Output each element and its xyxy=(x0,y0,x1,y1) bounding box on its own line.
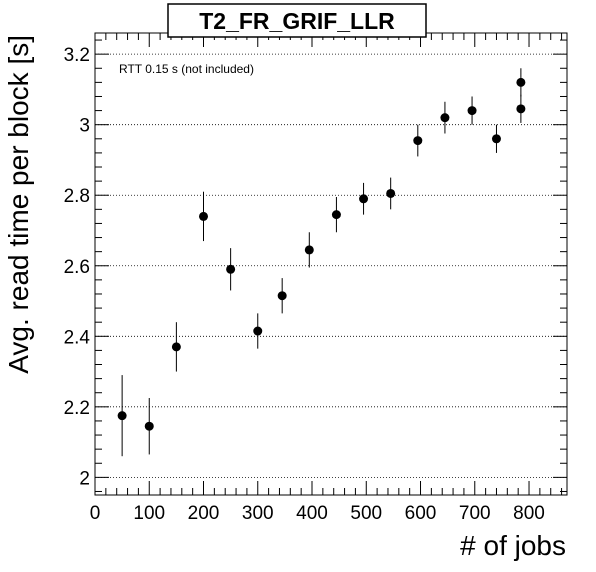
data-point xyxy=(467,106,477,116)
data-point xyxy=(226,264,236,274)
x-tick-label: 800 xyxy=(513,503,545,524)
y-tick-label: 3.2 xyxy=(64,45,90,66)
x-tick-label: 400 xyxy=(296,503,328,524)
data-point xyxy=(253,326,263,336)
data-point xyxy=(304,245,314,255)
x-tick-label: 600 xyxy=(405,503,437,524)
x-tick-label: 500 xyxy=(350,503,382,524)
y-tick-label: 3 xyxy=(79,116,90,137)
chart-title: T2_FR_GRIF_LLR xyxy=(199,8,395,34)
data-point xyxy=(331,210,341,220)
axis-ticks: 2 2.2 2.4 2.6 2.8 3 3.2 0 100 200 300 400 500 600 700 8… xyxy=(64,33,567,524)
y-tick-label: 2 xyxy=(79,468,90,489)
data-point xyxy=(117,411,127,421)
data-points xyxy=(117,68,526,457)
plot-frame xyxy=(94,32,568,496)
y-tick-label: 2.6 xyxy=(64,257,90,278)
grid-lines xyxy=(95,53,567,478)
x-tick-label: 0 xyxy=(90,503,101,524)
data-point xyxy=(277,291,287,301)
y-axis-label: Avg. read time per block [s] xyxy=(3,35,34,374)
data-point xyxy=(144,421,154,431)
x-tick-label: 300 xyxy=(242,503,274,524)
x-tick-label: 700 xyxy=(459,503,491,524)
data-point xyxy=(171,342,181,352)
data-point xyxy=(491,134,501,144)
x-tick-label: 100 xyxy=(133,503,165,524)
data-point xyxy=(516,104,526,114)
x-axis-label: # of jobs xyxy=(460,530,566,561)
rtt-annotation: RTT 0.15 s (not included) xyxy=(119,62,254,76)
x-tick-label: 200 xyxy=(188,503,220,524)
y-tick-label: 2.4 xyxy=(64,327,91,348)
data-point xyxy=(359,194,369,204)
data-point xyxy=(413,136,423,146)
y-tick-label: 2.2 xyxy=(64,398,90,419)
title-box xyxy=(167,3,427,38)
y-tick-label: 2.8 xyxy=(64,186,90,207)
data-point xyxy=(199,211,209,221)
data-point xyxy=(386,188,396,198)
data-point xyxy=(440,113,450,123)
data-point xyxy=(516,77,526,87)
